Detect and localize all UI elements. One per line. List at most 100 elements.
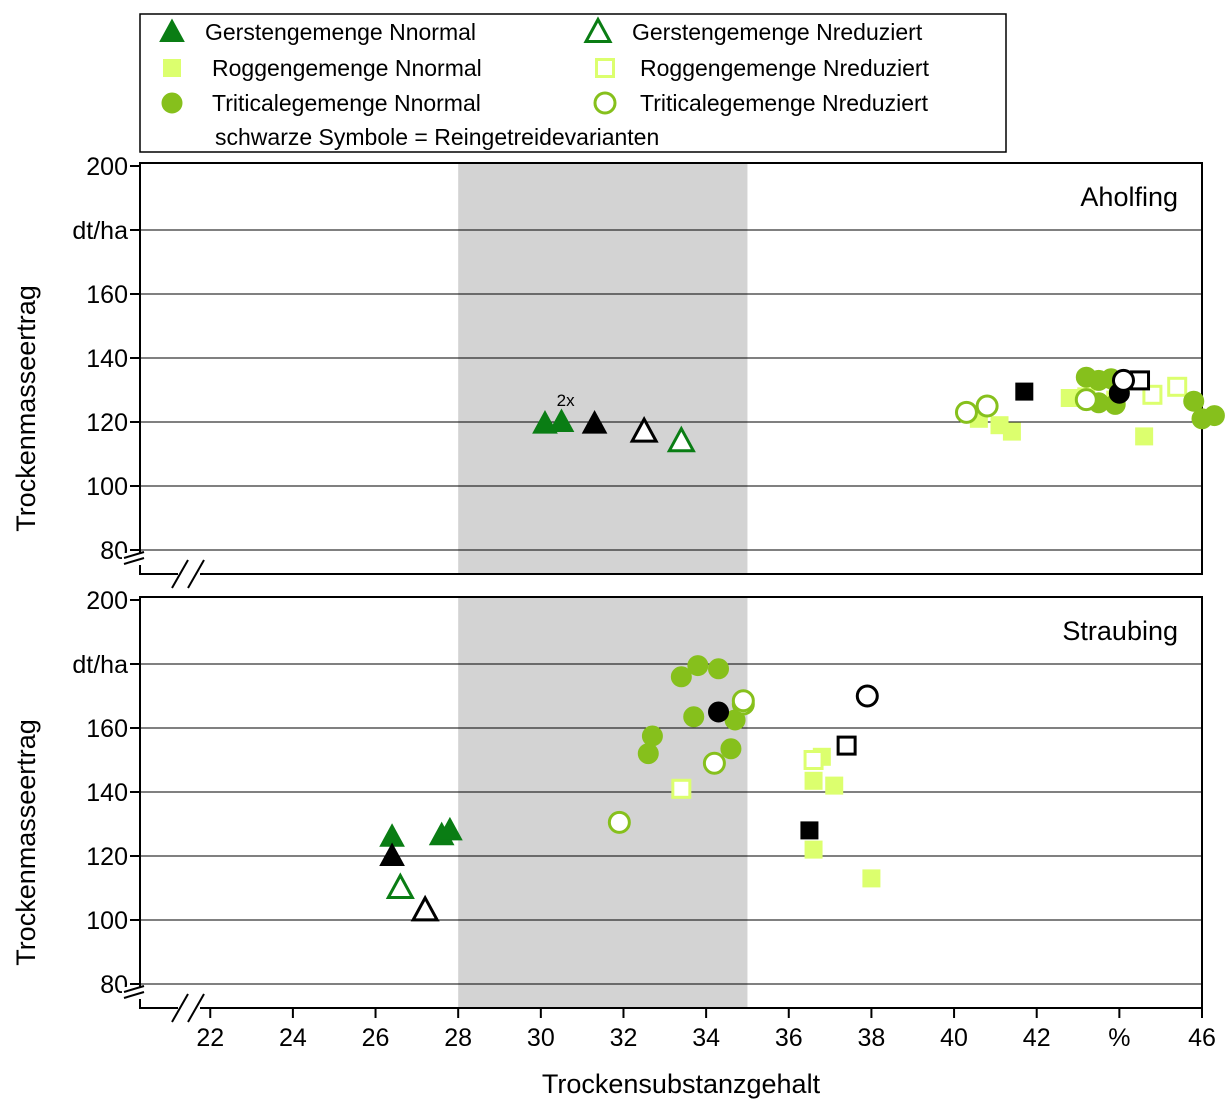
y-tick-label: 140 xyxy=(86,345,128,373)
data-point xyxy=(385,872,415,899)
data-point xyxy=(687,655,709,677)
data-point xyxy=(1002,422,1021,441)
panel-title: Straubing xyxy=(1062,616,1178,646)
data-point xyxy=(1142,384,1163,405)
x-tick-label: 46 xyxy=(1188,1024,1216,1052)
y-tick-label: 120 xyxy=(86,843,128,871)
x-tick-label: 24 xyxy=(279,1024,307,1052)
data-point xyxy=(800,821,819,840)
plot-frame xyxy=(139,162,1203,575)
break-slash xyxy=(171,559,189,589)
panel-title: Aholfing xyxy=(1080,182,1178,212)
data-point xyxy=(836,735,857,756)
y-tick-label: 160 xyxy=(86,281,128,309)
y-tick-label: 120 xyxy=(86,409,128,437)
data-point xyxy=(379,842,405,866)
y-tick-label: 160 xyxy=(86,715,128,743)
data-point xyxy=(804,840,823,859)
legend-square-marker xyxy=(595,58,615,78)
data-point xyxy=(410,894,440,922)
data-point xyxy=(708,701,730,723)
legend-entry-label: Roggengemenge Nnormal xyxy=(212,55,482,81)
x-tick-label: 32 xyxy=(610,1024,638,1052)
data-point xyxy=(954,400,978,424)
data-point xyxy=(1135,427,1154,446)
legend-triangle-marker xyxy=(159,18,185,42)
data-point xyxy=(855,684,879,708)
data-point xyxy=(1074,388,1098,412)
x-axis: 22 24 26 28 30 32 34 36 38 40 42 46 xyxy=(196,1008,1216,1052)
legend-triangle-marker xyxy=(583,16,613,43)
x-tick-label: 40 xyxy=(940,1024,968,1052)
break-slash xyxy=(123,991,145,999)
x-tick-label: 26 xyxy=(362,1024,390,1052)
x-tick-label: 28 xyxy=(444,1024,472,1052)
data-point xyxy=(804,771,823,790)
y-unit-label: dt/ha xyxy=(72,217,128,245)
data-points xyxy=(532,366,1225,453)
legend-entry-label: Triticalegemenge Nreduziert xyxy=(640,90,929,116)
data-point xyxy=(708,658,730,680)
data-point xyxy=(629,415,659,443)
break-slash xyxy=(187,993,205,1023)
data-point xyxy=(720,738,742,760)
plot-frame xyxy=(139,596,1203,1009)
break-slash xyxy=(187,559,205,589)
y-tick-label: 140 xyxy=(86,779,128,807)
data-point xyxy=(1015,382,1034,401)
y-tick-label: 100 xyxy=(86,473,128,501)
legend-entry-label: Roggengemenge Nreduziert xyxy=(640,55,930,81)
y-axis-title: Trockenmasseertrag xyxy=(11,719,41,966)
data-points xyxy=(379,655,881,922)
legend-entry-label: Gerstengemenge Nreduziert xyxy=(632,19,923,45)
break-slash xyxy=(123,985,145,993)
legend-note: schwarze Symbole = Reingetreidevarianten xyxy=(215,124,659,150)
data-point xyxy=(671,778,692,799)
y-unit-label: dt/ha xyxy=(72,651,128,679)
legend-entry-label: Triticalegemenge Nnormal xyxy=(212,90,481,116)
x-tick-label: 30 xyxy=(527,1024,555,1052)
annotation-2x: 2x xyxy=(557,391,575,410)
data-point xyxy=(1111,368,1135,392)
x-axis-title: Trockensubstanzgehalt xyxy=(542,1069,821,1099)
highlight-band xyxy=(458,163,748,574)
y-tick-label: 100 xyxy=(86,907,128,935)
y-axis-title: Trockenmasseertrag xyxy=(11,285,41,532)
legend-entry-label: Gerstengemenge Nnormal xyxy=(205,19,476,45)
legend-circle-marker xyxy=(593,91,617,115)
break-slash xyxy=(123,557,145,565)
break-slash xyxy=(171,993,189,1023)
grid-lines xyxy=(140,229,1202,551)
x-tick-label: 34 xyxy=(692,1024,720,1052)
axis-break-marks xyxy=(122,551,205,589)
data-point xyxy=(975,394,999,418)
data-point xyxy=(437,816,463,841)
data-point xyxy=(581,410,608,434)
data-point xyxy=(683,706,705,728)
legend: Gerstengemenge Nnormal Gerstengemenge Nre… xyxy=(139,13,1007,153)
axis-break-marks xyxy=(122,985,205,1023)
x-tick-label: 38 xyxy=(858,1024,886,1052)
data-point xyxy=(532,410,558,434)
legend-circle-marker xyxy=(161,92,183,114)
x-tick-label: 22 xyxy=(196,1024,224,1052)
data-point xyxy=(702,751,726,775)
data-point xyxy=(731,689,755,713)
data-point xyxy=(1203,405,1225,427)
data-point xyxy=(607,810,631,834)
data-point xyxy=(637,743,659,765)
legend-items: Gerstengemenge Nnormal Gerstengemenge Nre… xyxy=(159,16,930,116)
x-tick-label: 42 xyxy=(1023,1024,1051,1052)
grid-lines xyxy=(140,663,1202,985)
legend-box xyxy=(139,13,1007,153)
data-point xyxy=(1183,390,1205,412)
x-unit-label: % xyxy=(1108,1024,1130,1052)
data-point xyxy=(825,776,844,795)
y-tick-label: 200 xyxy=(86,153,128,181)
data-point xyxy=(1167,376,1188,397)
